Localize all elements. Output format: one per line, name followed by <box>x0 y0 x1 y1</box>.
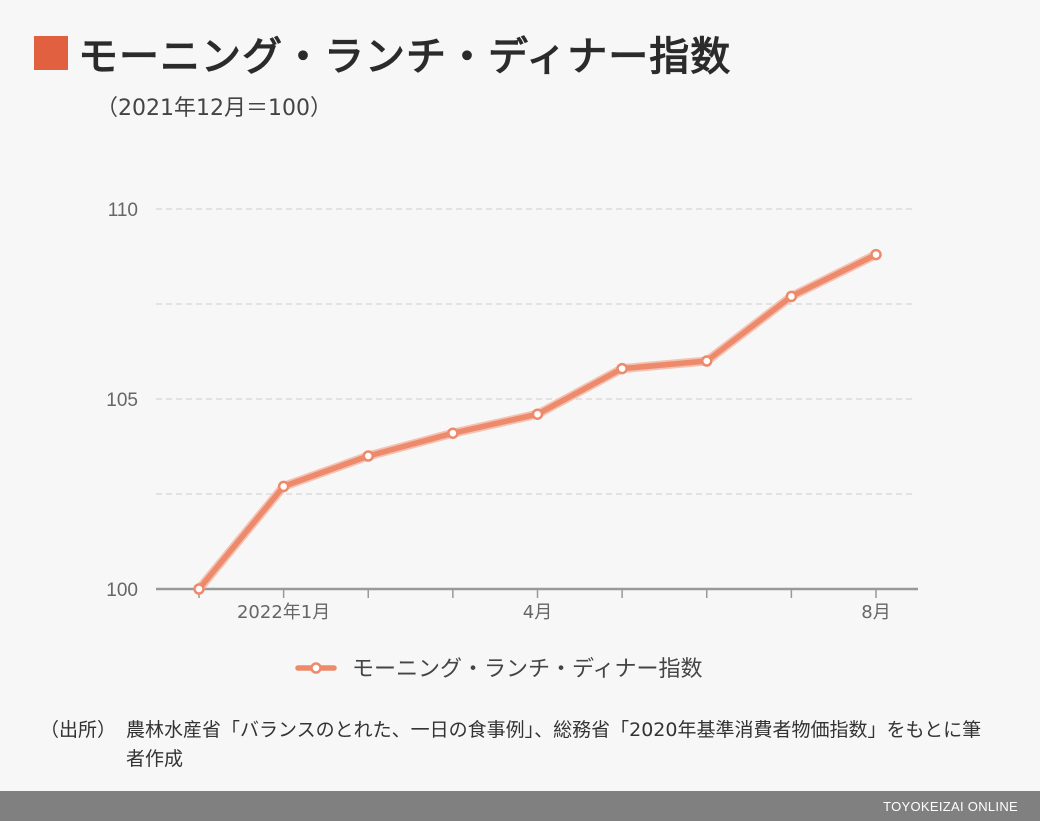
legend-marker <box>310 662 322 674</box>
data-point-2 <box>362 450 374 462</box>
source-note: （出所） 農林水産省「バランスのとれた、一日の食事例」、総務省「2020年基準消… <box>40 716 986 774</box>
series-line-halo <box>194 250 881 594</box>
data-point-3 <box>447 427 459 439</box>
chart-subtitle: （2021年12月＝100） <box>96 96 332 121</box>
y-tick-label-2: 110 <box>108 200 138 221</box>
legend-label: モーニング・ランチ・ディナー指数 <box>352 657 702 682</box>
data-point-5 <box>616 362 628 375</box>
y-tick-label-0: 100 <box>106 580 138 601</box>
data-point-0 <box>193 583 205 595</box>
footer-bar: TOYOKEIZAI ONLINE <box>0 791 1040 821</box>
source-text: 農林水産省「バランスのとれた、一日の食事例」、総務省「2020年基準消費者物価指… <box>126 719 982 770</box>
y-tick-label-1: 105 <box>106 390 138 411</box>
x-tick-label-4: 4月 <box>523 602 552 623</box>
data-point-4 <box>531 408 544 420</box>
source-label: （出所） <box>40 719 117 741</box>
data-point-7 <box>785 290 798 303</box>
data-point-8 <box>870 248 882 261</box>
data-point-1 <box>277 480 290 493</box>
x-tick-label-1: 2022年1月 <box>237 602 330 623</box>
chart-title-block: モーニング・ランチ・ディナー指数 <box>34 24 731 82</box>
x-tick-label-8: 8月 <box>861 602 890 623</box>
chart-title: モーニング・ランチ・ディナー指数 <box>78 34 732 80</box>
footer-brand: TOYOKEIZAI ONLINE <box>883 798 1018 814</box>
title-marker-square <box>34 36 68 70</box>
data-point-6 <box>701 355 713 367</box>
